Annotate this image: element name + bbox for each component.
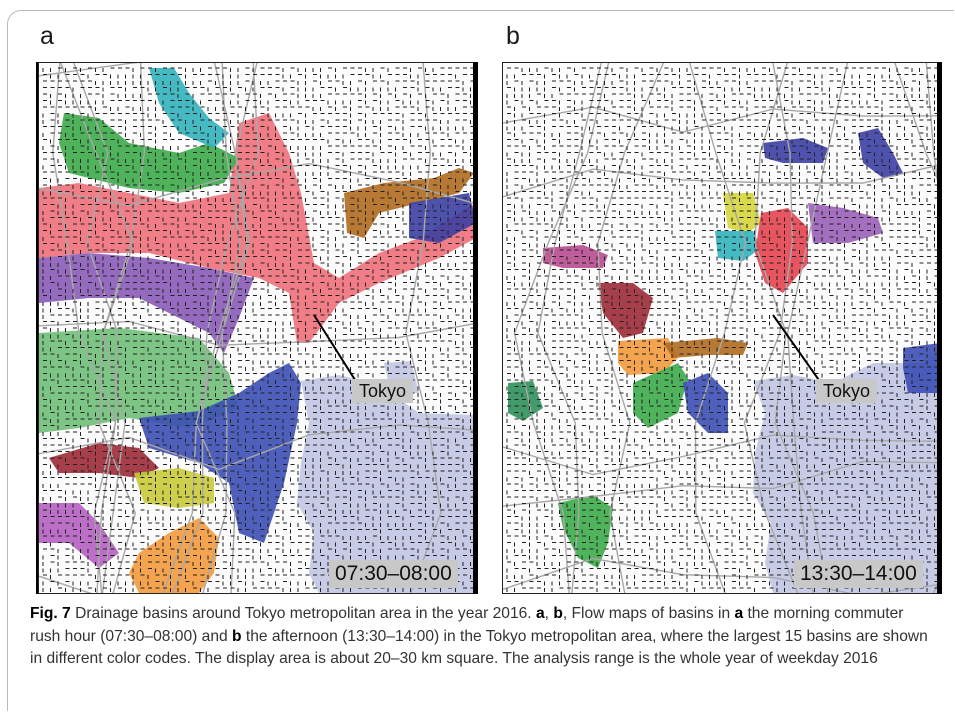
basin-dark-red [49, 443, 159, 478]
road-line [743, 63, 799, 593]
road-line [172, 63, 259, 593]
road-line [513, 63, 610, 593]
basin-green-bottom [558, 495, 613, 568]
basin-orange [129, 518, 219, 593]
panel-a-map-graphic [39, 63, 476, 593]
basin-dark-blue-1 [763, 138, 828, 163]
basin-teal-green [508, 381, 543, 421]
basin-dark-blue-2 [858, 128, 903, 178]
panel-a-label: a [40, 22, 54, 50]
road-line [537, 63, 602, 593]
road-line [503, 106, 940, 133]
road-line [894, 63, 940, 593]
road-line [689, 63, 747, 593]
road-line [597, 63, 664, 593]
road-line [101, 63, 146, 593]
basin-orange [618, 338, 678, 375]
basin-dark-red [598, 283, 653, 338]
road-line [39, 424, 476, 471]
road-network [39, 63, 476, 593]
road-line [195, 63, 241, 593]
tokyo-label: Tokyo [352, 379, 414, 403]
road-line [39, 63, 139, 77]
road-line [925, 63, 940, 202]
time-window-label: 07:30–08:00 [329, 560, 458, 588]
road-line [503, 460, 940, 507]
basin-red [39, 113, 476, 343]
road-line [503, 434, 940, 476]
basin-red [755, 208, 808, 293]
basin-purple [808, 203, 883, 243]
road-line [503, 557, 940, 593]
basin-cyan [149, 68, 229, 148]
figure-frame [7, 10, 954, 711]
road-line [405, 63, 442, 593]
panel-a-flow-map: Tokyo 07:30–08:00 [38, 62, 477, 594]
road-line [39, 162, 476, 207]
panel-b-flow-map: Tokyo 13:30–14:00 [502, 62, 941, 594]
tokyo-pointer-line [313, 314, 358, 384]
basin-green [633, 363, 688, 428]
road-network [503, 63, 940, 593]
road-line [786, 63, 849, 593]
panel-b-label: b [506, 22, 520, 50]
road-line [162, 63, 249, 593]
basin-cyan [715, 231, 761, 261]
basin-blue-center [683, 373, 728, 433]
road-line [73, 63, 119, 593]
road-line [503, 164, 940, 198]
park [309, 73, 359, 103]
flow-arrows [42, 67, 475, 592]
panel-a-right-edge [473, 62, 478, 594]
panel-b-map-graphic [503, 63, 940, 593]
flow-arrows [506, 67, 939, 592]
